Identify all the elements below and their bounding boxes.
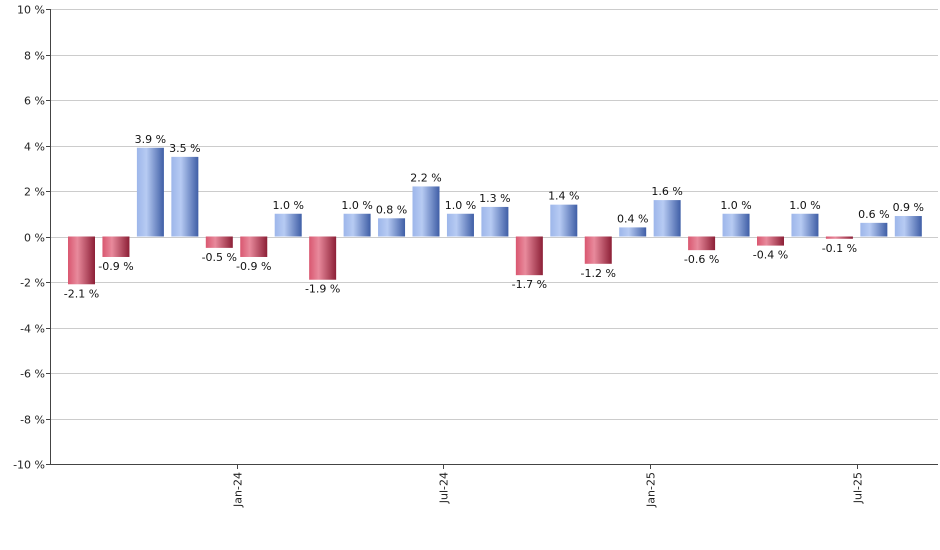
bar-negative — [825, 236, 853, 239]
y-tick-label: 4 % — [24, 141, 45, 154]
bar-data-label: 1.0 % — [789, 199, 820, 212]
bar-positive — [412, 186, 440, 237]
x-tick-label: Jan-25 — [645, 472, 658, 508]
bar-negative — [240, 236, 268, 257]
bar-positive — [860, 222, 888, 237]
bar-data-label: -1.7 % — [512, 278, 547, 291]
bar-data-label: 1.0 % — [720, 199, 751, 212]
y-tick-label: -2 % — [20, 277, 45, 290]
y-tick-label: -8 % — [20, 414, 45, 427]
bar-data-label: 3.5 % — [169, 142, 200, 155]
bar-negative — [102, 236, 130, 257]
y-tick-label: 10 % — [17, 4, 45, 17]
bar-negative — [205, 236, 233, 248]
bar-negative — [309, 236, 337, 280]
y-axis-tick-labels: 10 % 8 % 6 % 4 % 2 % 0 % -2 % -4 % -6 % -8 % -10 % — [13, 4, 50, 472]
bar-negative — [688, 236, 716, 251]
bar-data-label: 1.0 % — [445, 199, 476, 212]
bar-data-label: 0.9 % — [893, 201, 924, 214]
bar-positive — [343, 213, 371, 237]
data-labels: -2.1 %-0.9 %3.9 %3.5 %-0.5 %-0.9 %1.0 %-… — [64, 133, 924, 301]
bar-positive — [481, 206, 509, 237]
bar-data-label: 1.4 % — [548, 190, 579, 203]
bar-positive — [894, 216, 922, 237]
x-axis-tick-labels: Jan-24 Jul-24 Jan-25 Jul-25 — [232, 464, 865, 508]
bar-positive — [446, 213, 474, 237]
bar-data-label: -2.1 % — [64, 287, 99, 300]
bar-data-label: 3.9 % — [135, 133, 166, 146]
bar-data-label: 0.6 % — [858, 208, 889, 221]
bar-positive — [550, 204, 578, 237]
bar-data-label: -0.9 % — [98, 260, 133, 273]
bar-data-label: -0.4 % — [753, 249, 788, 262]
bar-positive — [791, 213, 819, 237]
bar-positive — [171, 156, 199, 237]
y-tick-label: -10 % — [13, 459, 45, 472]
bar-data-label: 0.8 % — [376, 203, 407, 216]
bar-positive — [274, 213, 302, 237]
bar-data-label: 1.0 % — [272, 199, 303, 212]
bar-data-label: 1.3 % — [479, 192, 510, 205]
bar-positive — [378, 218, 406, 237]
bar-positive — [619, 227, 647, 237]
y-tick-label: -6 % — [20, 368, 45, 381]
bar-negative — [68, 236, 95, 285]
y-tick-label: -4 % — [20, 323, 45, 336]
bar-positive — [653, 200, 681, 237]
x-tick-label: Jul-25 — [852, 472, 865, 504]
bars — [68, 147, 922, 285]
bar-positive — [722, 213, 750, 237]
y-tick-label: 6 % — [24, 95, 45, 108]
x-tick-label: Jan-24 — [232, 472, 245, 508]
bar-data-label: 0.4 % — [617, 212, 648, 225]
bar-data-label: 1.6 % — [651, 185, 682, 198]
bar-positive — [136, 147, 164, 237]
bar-data-label: 1.0 % — [341, 199, 372, 212]
axes — [50, 9, 938, 465]
bar-data-label: -0.9 % — [236, 260, 271, 273]
bar-data-label: 2.2 % — [410, 171, 441, 184]
grid-lines — [50, 9, 938, 465]
bar-negative — [757, 236, 784, 246]
bar-data-label: -1.2 % — [581, 267, 616, 280]
bar-negative — [584, 236, 612, 264]
bar-data-label: -0.6 % — [684, 253, 719, 266]
bar-data-label: -0.1 % — [822, 242, 857, 255]
y-tick-label: 2 % — [24, 186, 45, 199]
y-tick-label: 8 % — [24, 50, 45, 63]
bar-data-label: -1.9 % — [305, 283, 340, 296]
bar-data-label: -0.5 % — [202, 251, 237, 264]
bar-negative — [515, 236, 543, 276]
x-tick-label: Jul-24 — [438, 472, 451, 504]
y-tick-label: 0 % — [24, 232, 45, 245]
